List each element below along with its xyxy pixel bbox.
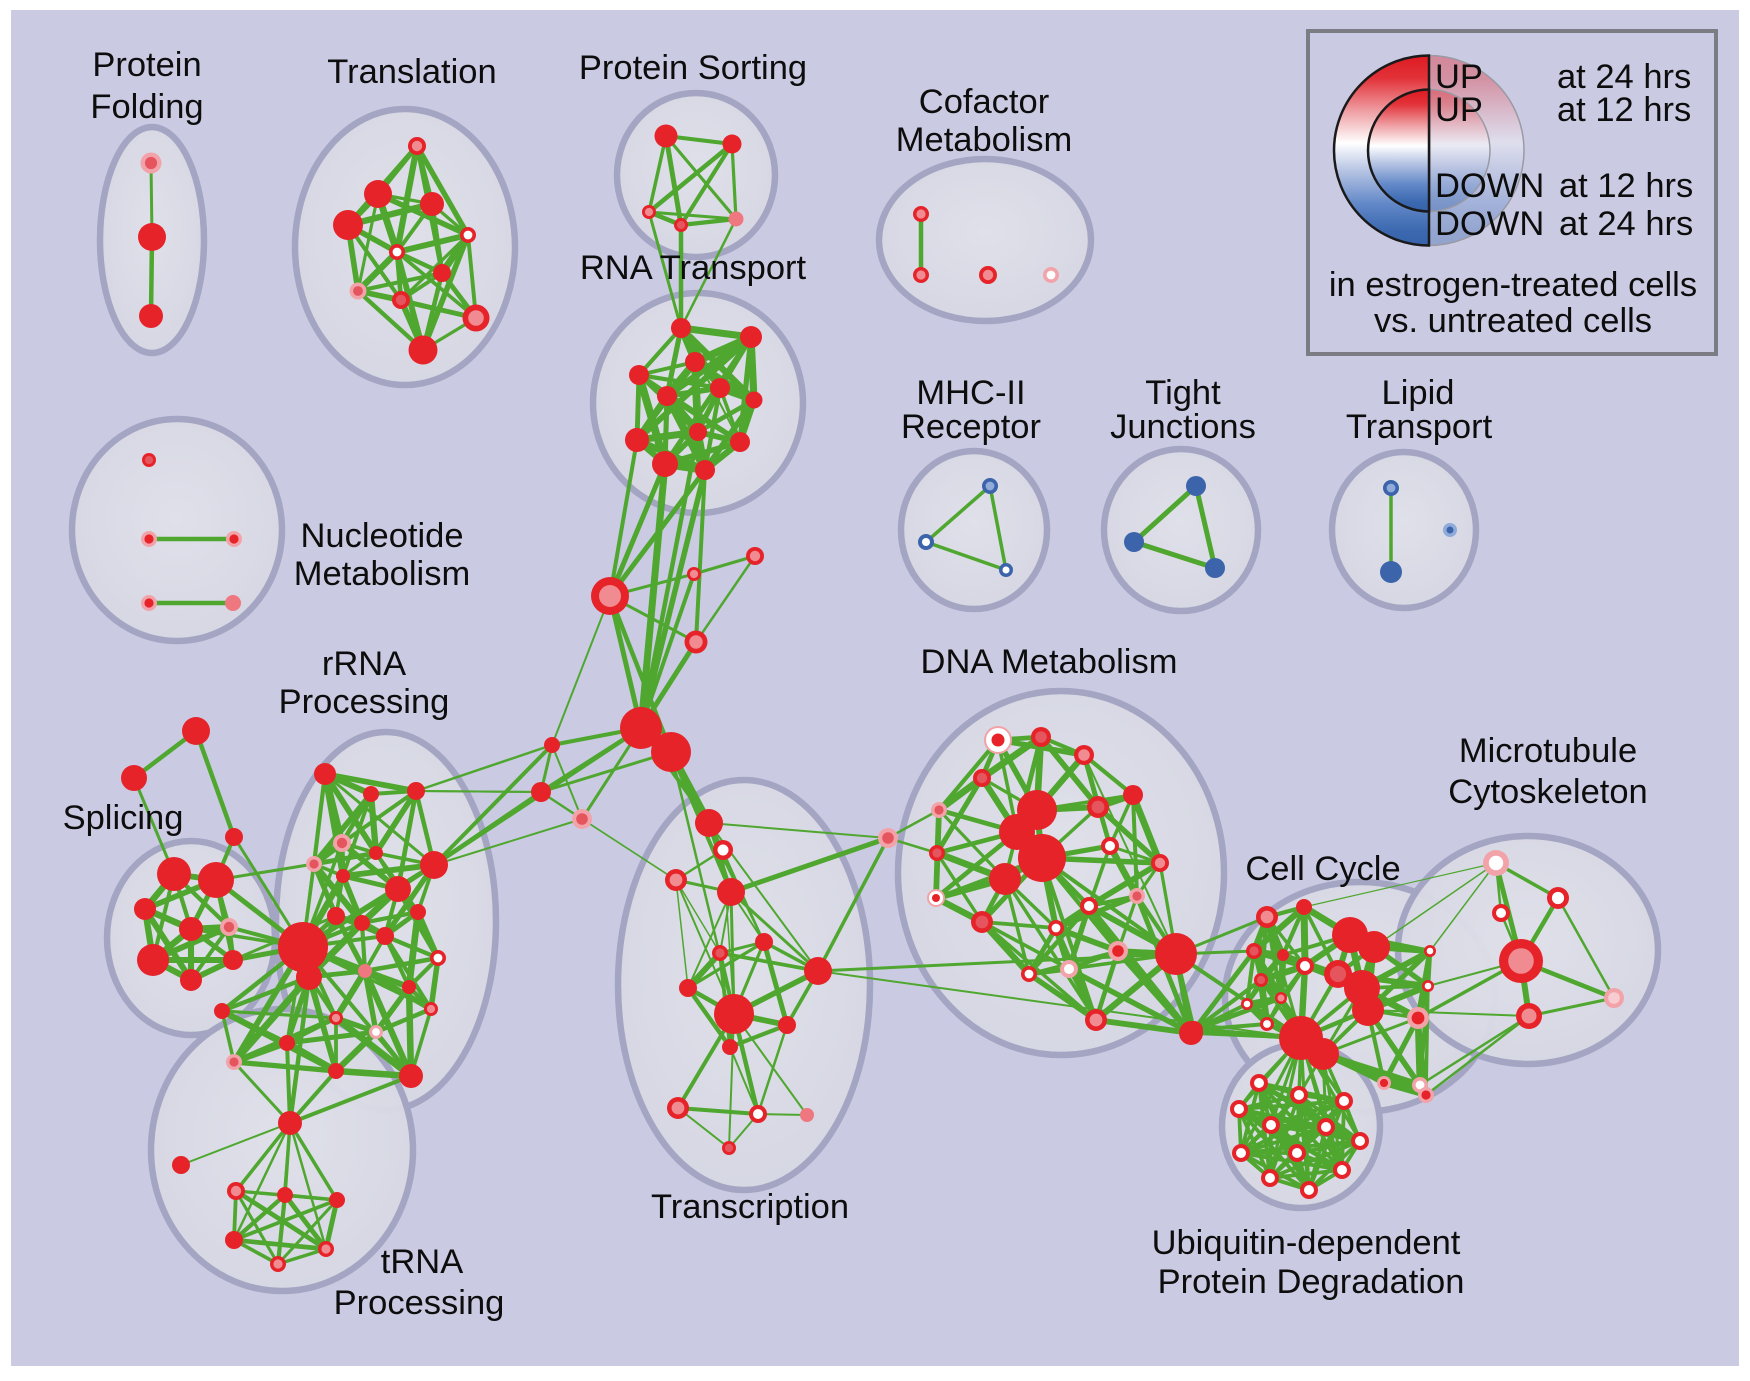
svg-text:Lipid: Lipid [1382, 374, 1455, 412]
svg-text:DOWN: DOWN [1435, 167, 1544, 205]
svg-text:UP: UP [1435, 58, 1483, 96]
svg-text:at 24 hrs: at 24 hrs [1557, 58, 1691, 96]
svg-text:Protein Sorting: Protein Sorting [579, 49, 807, 87]
svg-text:Translation: Translation [327, 53, 496, 91]
svg-text:DNA Metabolism: DNA Metabolism [921, 643, 1178, 681]
svg-text:at 12 hrs: at 12 hrs [1557, 91, 1691, 129]
svg-text:Cytoskeleton: Cytoskeleton [1448, 773, 1647, 811]
svg-text:Protein Degradation: Protein Degradation [1158, 1263, 1465, 1301]
svg-text:Tight: Tight [1145, 374, 1221, 412]
svg-text:Junctions: Junctions [1110, 408, 1256, 446]
svg-text:at 24 hrs: at 24 hrs [1559, 205, 1693, 243]
svg-text:RNA Transport: RNA Transport [580, 249, 807, 287]
svg-text:Processing: Processing [334, 1284, 505, 1322]
svg-text:in estrogen-treated cells: in estrogen-treated cells [1329, 266, 1697, 304]
svg-text:Processing: Processing [279, 683, 450, 721]
svg-text:at 12 hrs: at 12 hrs [1559, 167, 1693, 205]
svg-text:tRNA: tRNA [381, 1243, 463, 1281]
svg-text:Cell Cycle: Cell Cycle [1245, 850, 1400, 888]
svg-text:Metabolism: Metabolism [294, 555, 470, 593]
svg-text:Transcription: Transcription [651, 1188, 849, 1226]
svg-text:Microtubule: Microtubule [1459, 732, 1637, 770]
svg-text:Cofactor: Cofactor [919, 83, 1049, 121]
svg-text:rRNA: rRNA [322, 645, 406, 683]
svg-text:Folding: Folding [90, 88, 203, 126]
svg-text:Metabolism: Metabolism [896, 121, 1072, 159]
svg-text:UP: UP [1435, 91, 1483, 129]
svg-text:Splicing: Splicing [63, 799, 184, 837]
svg-text:Ubiquitin-dependent: Ubiquitin-dependent [1152, 1224, 1461, 1262]
svg-text:Protein: Protein [92, 46, 201, 84]
svg-text:DOWN: DOWN [1435, 205, 1544, 243]
svg-text:Nucleotide: Nucleotide [300, 517, 463, 555]
svg-text:MHC-II: MHC-II [916, 374, 1025, 412]
svg-text:vs. untreated cells: vs. untreated cells [1374, 302, 1652, 340]
svg-text:Transport: Transport [1346, 408, 1493, 446]
svg-text:Receptor: Receptor [901, 408, 1041, 446]
